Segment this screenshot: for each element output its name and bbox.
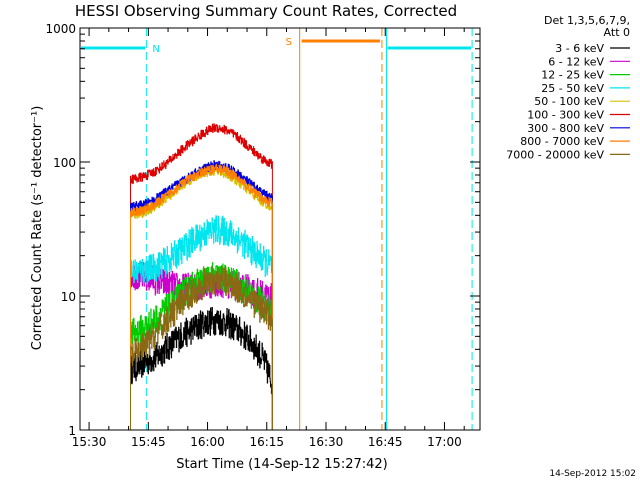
x-tick-label-6: 17:00	[427, 435, 462, 449]
series-line-3	[130, 215, 273, 430]
legend-label-6: 300 - 800 keV	[527, 122, 604, 135]
series-line-0	[130, 307, 273, 430]
timestamp: 14-Sep-2012 15:02	[549, 469, 636, 479]
legend-label-2: 12 - 25 keV	[541, 69, 604, 82]
legend-label-5: 100 - 300 keV	[527, 109, 604, 122]
x-tick-label-4: 16:30	[309, 435, 344, 449]
y-tick-label-2: 100	[53, 156, 76, 170]
series-layer	[130, 123, 273, 430]
legend-header-line-1: Det 1,3,5,6,7,9,	[544, 14, 630, 27]
saa-label-2: S	[286, 37, 292, 48]
chart-title: HESSI Observing Summary Count Rates, Cor…	[75, 2, 457, 20]
legend-label-7: 800 - 7000 keV	[520, 135, 604, 148]
y-tick-label-3: 1000	[45, 22, 76, 36]
legend-label-3: 25 - 50 keV	[541, 82, 604, 95]
legend-label-4: 50 - 100 keV	[534, 95, 604, 108]
x-axis-label: Start Time (14-Sep-12 15:27:42)	[176, 457, 387, 472]
plot-frame	[79, 27, 481, 431]
axes-layer: 15:30 15:45 16:00 16:15 16:30 16:45 17:00 1 10 10…	[45, 22, 480, 449]
x-tick-label-0: 15:30	[72, 435, 107, 449]
x-tick-label-5: 16:45	[368, 435, 403, 449]
x-tick-label-1: 15:45	[131, 435, 166, 449]
legend-label-0: 3 - 6 keV	[555, 42, 604, 55]
y-tick-label-1: 10	[61, 290, 76, 304]
y-tick-label-0: 1	[68, 424, 76, 438]
series-line-8	[130, 265, 273, 430]
series-line-5	[130, 123, 273, 430]
legend-label-1: 6 - 12 keV	[548, 55, 604, 68]
annotations-layer: NS	[81, 28, 473, 430]
night-label-0: N	[152, 44, 159, 55]
legend-header-line-2: Att 0	[604, 26, 630, 39]
x-tick-label-3: 16:15	[249, 435, 284, 449]
y-axis-label: Corrected Count Rate (s⁻¹ detector⁻¹)	[30, 106, 45, 351]
legend-label-8: 7000 - 20000 keV	[506, 148, 604, 161]
x-tick-label-2: 16:00	[190, 435, 225, 449]
series-line-7	[130, 163, 273, 430]
